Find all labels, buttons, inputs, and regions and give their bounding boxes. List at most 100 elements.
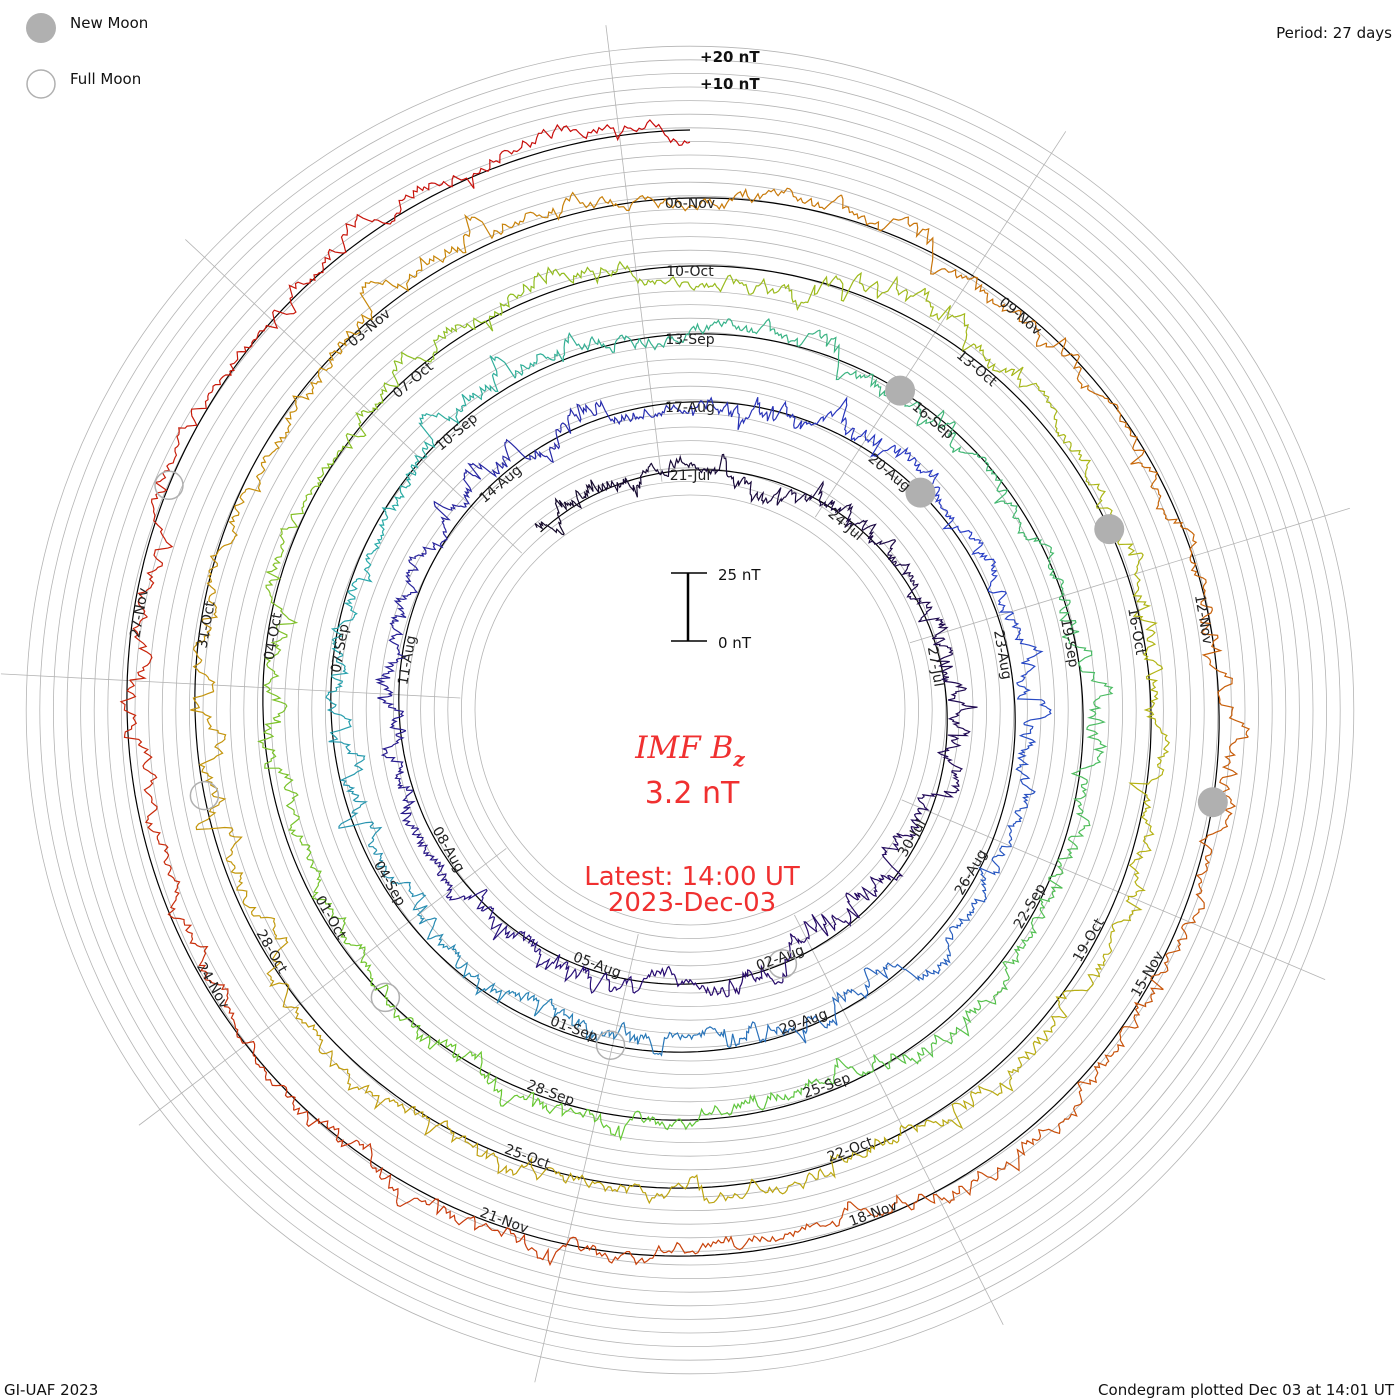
bz-segment: [377, 694, 407, 732]
ring-label-20: +20 nT: [700, 48, 760, 66]
bz-segment: [272, 272, 320, 323]
bz-segment: [724, 457, 749, 490]
bz-segment: [330, 616, 355, 656]
bz-segment: [474, 973, 514, 1004]
bz-segment: [230, 863, 260, 917]
bz-segment: [293, 1107, 357, 1148]
date-label: 22-Oct: [825, 1134, 876, 1165]
bz-segment: [696, 1026, 737, 1049]
date-label: 20-Aug: [865, 451, 914, 495]
bz-segment: [1108, 894, 1143, 948]
bz-segment: [1015, 761, 1036, 805]
bz-segment: [495, 438, 536, 470]
bz-segment: [947, 708, 971, 742]
grid-ring: [379, 399, 1001, 1021]
bz-segment: [1189, 546, 1213, 609]
date-label: 02-Aug: [754, 942, 806, 974]
bz-segment: [336, 410, 369, 456]
bz-segment: [416, 836, 441, 868]
bz-segment: [1071, 946, 1113, 992]
bz-segment: [541, 954, 577, 983]
bz-segment: [946, 268, 998, 306]
bz-segment: [394, 765, 413, 803]
date-label: 21-Jul: [670, 468, 711, 484]
bz-segment: [592, 260, 649, 286]
bz-segment: [554, 332, 596, 363]
grid-ring: [433, 453, 947, 967]
bz-segment: [801, 271, 864, 304]
bz-segment: [270, 597, 299, 653]
bz-segment: [138, 744, 158, 810]
bz-segment: [638, 335, 684, 351]
grid-ring: [406, 426, 974, 994]
bz-segment: [195, 808, 243, 865]
full-moon-legend-icon: [26, 69, 56, 99]
bz-segment: [374, 659, 399, 697]
bz-segment: [861, 874, 892, 901]
bz-segment: [346, 1069, 398, 1111]
bz-segment: [395, 1197, 465, 1226]
bz-segment: [575, 964, 609, 994]
bz-segment: [1045, 337, 1089, 390]
bz-segment: [923, 288, 970, 332]
bz-segment: [774, 487, 807, 506]
bz-segment: [1020, 903, 1046, 949]
bz-segment: [788, 921, 818, 946]
bz-segment: [594, 399, 634, 426]
bz-segment: [259, 915, 289, 978]
bz-segment: [952, 446, 995, 475]
grid-ring: [107, 127, 1273, 1293]
date-label: 25-Sep: [801, 1070, 853, 1102]
bz-segment: [432, 392, 475, 425]
bz-segment: [326, 655, 349, 697]
bz-segment: [462, 462, 501, 494]
bz-segment: [1087, 678, 1114, 727]
bz-segment: [1155, 491, 1198, 547]
bz-segment: [486, 1076, 535, 1107]
bz-segment: [672, 973, 706, 990]
bz-segment: [1130, 434, 1160, 492]
bz-segment: [916, 1177, 980, 1204]
bz-segment: [1032, 1091, 1083, 1142]
bz-segment: [198, 748, 227, 810]
grid-ring: [311, 331, 1069, 1089]
bz-segment: [998, 609, 1026, 645]
bz-segment: [649, 197, 713, 212]
bz-segment: [560, 403, 596, 434]
new-moon-marker: [1197, 787, 1228, 818]
bz-segment: [945, 911, 974, 946]
grid-spoke: [185, 239, 523, 554]
grid-ring: [270, 290, 1110, 1130]
bz-segment: [825, 1057, 874, 1085]
grid-ring: [25, 45, 1355, 1375]
bz-segment: [816, 396, 856, 440]
bz-segment: [921, 774, 960, 798]
bz-segment: [906, 591, 933, 623]
bz-segment: [1128, 836, 1152, 896]
bz-segment: [388, 620, 407, 661]
bz-segment: [750, 277, 802, 312]
bz-segment: [895, 563, 919, 593]
bz-segment: [306, 1024, 348, 1071]
bz-segment: [1219, 736, 1249, 803]
bz-segment: [305, 455, 338, 499]
bz-segment: [155, 425, 193, 483]
bz-segment: [436, 864, 456, 901]
bz-segment: [614, 1183, 674, 1205]
bz-segment: [850, 429, 896, 458]
bz-segment: [819, 330, 851, 381]
bz-segment: [167, 874, 193, 937]
grid-ring: [66, 86, 1314, 1334]
grid-ring: [243, 263, 1137, 1157]
grid-ring: [53, 73, 1327, 1347]
full-moon-marker: [189, 780, 220, 811]
bz-segment: [808, 991, 841, 1029]
bz-segment: [292, 365, 333, 413]
bz-segment: [936, 740, 964, 776]
period-label: Period: 27 days: [1276, 24, 1392, 42]
bz-segment: [328, 313, 373, 367]
bz-segment: [558, 1171, 616, 1193]
bz-segment: [393, 461, 419, 502]
full-moon-marker: [767, 949, 798, 979]
bz-segment: [844, 892, 868, 927]
